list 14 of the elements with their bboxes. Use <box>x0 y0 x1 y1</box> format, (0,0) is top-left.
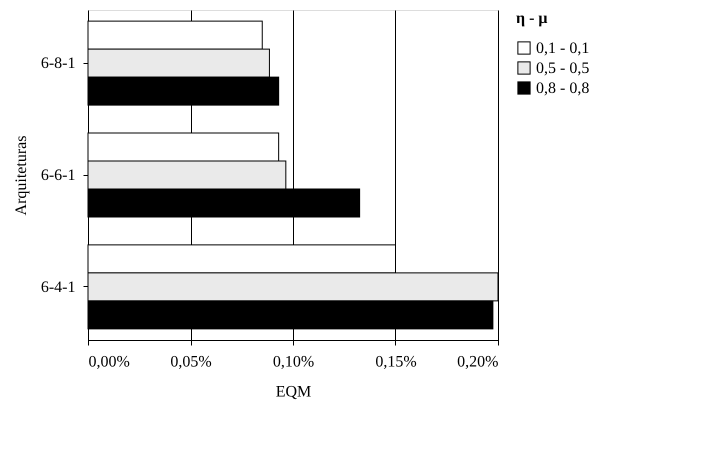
y-tick-label: 6-4-1 <box>40 278 76 296</box>
legend-label: 0,8 - 0,8 <box>536 80 590 97</box>
x-tick-label: 0,10% <box>272 354 314 370</box>
legend-label: 0,1 - 0,1 <box>536 40 590 57</box>
y-tick-label: 6-8-1 <box>40 55 76 72</box>
x-tick-label: 0,20% <box>457 354 498 370</box>
x-axis-title: EQM <box>276 384 312 400</box>
legend-label: 0,5 - 0,5 <box>536 60 590 77</box>
x-tick-label: 0,15% <box>375 354 417 370</box>
x-tick-label: 0,00% <box>88 354 130 370</box>
y-tick-label: 6-6-1 <box>40 167 76 184</box>
x-tick-label: 0,05% <box>170 354 212 370</box>
legend-title: η - μ <box>516 10 548 27</box>
y-axis-title: Arquiteturas <box>12 136 30 216</box>
